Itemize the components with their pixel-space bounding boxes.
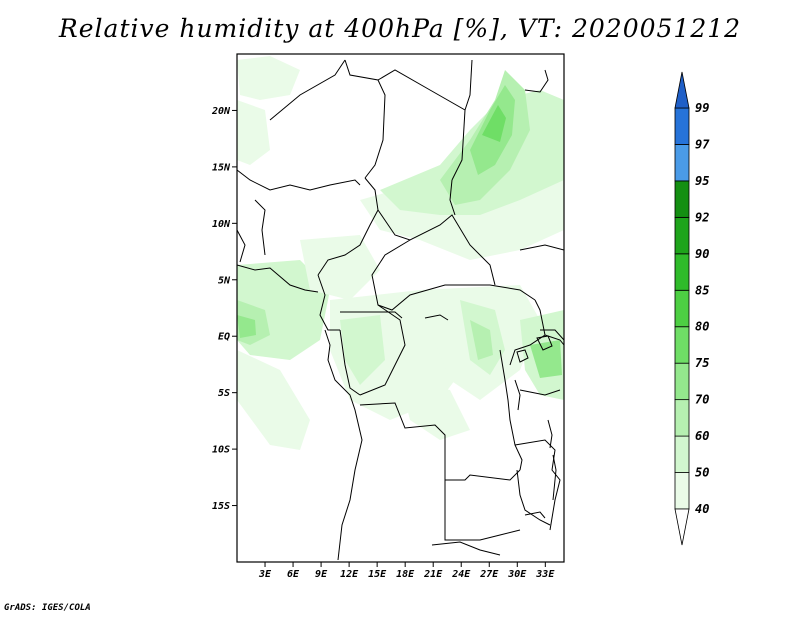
lat-tick-label: 10S	[212, 445, 230, 456]
lon-tick-label: 21E	[423, 569, 443, 580]
lon-tick-label: 33E	[535, 569, 555, 580]
lon-tick-label: 12E	[340, 569, 359, 580]
lon-tick-label: 3E	[258, 569, 272, 580]
lat-tick-label: 5N	[218, 275, 231, 286]
colorbar-segment	[674, 472, 690, 510]
humidity-field	[237, 56, 564, 450]
grads-credit: GrADS: IGES/COLA	[4, 603, 91, 613]
colorbar-label: 99	[695, 101, 709, 115]
colorbar-label: 70	[695, 393, 709, 407]
lon-tick-label: 24E	[451, 569, 471, 580]
lat-tick-label: 15S	[212, 501, 230, 512]
colorbar: 40 50 60 70 75 80 85 90 92 95 97 99	[674, 71, 710, 546]
colorbar-segment	[674, 144, 690, 182]
lat-tick-label: 20N	[211, 106, 231, 117]
latitude-axis: 20N 15N 10N 5N EQ 5S 10S 15S	[211, 106, 237, 512]
colorbar-segment	[674, 362, 690, 401]
lat-tick-label: 10N	[212, 219, 231, 230]
lon-tick-label: 6E	[287, 569, 300, 580]
colorbar-label: 85	[695, 283, 709, 297]
lon-tick-label: 27E	[479, 569, 499, 580]
lon-tick-label: 18E	[396, 569, 415, 580]
colorbar-bottom-arrow	[674, 508, 690, 546]
colorbar-label: 75	[695, 356, 709, 370]
lat-tick-label: EQ	[218, 332, 230, 343]
colorbar-label: 60	[695, 429, 709, 443]
longitude-axis: 3E 6E 9E 12E 15E 18E 21E 24E 27E 30E 33E	[258, 562, 555, 580]
lakes	[424, 314, 553, 519]
colorbar-label: 95	[695, 174, 709, 188]
colorbar-segment	[674, 180, 690, 218]
colorbar-segment	[674, 253, 690, 291]
colorbar-label: 50	[695, 466, 709, 480]
colorbar-label: 80	[695, 320, 709, 334]
lat-tick-label: 15N	[212, 162, 231, 173]
colorbar-segment	[674, 435, 690, 473]
colorbar-label: 92	[695, 210, 709, 224]
map-frame	[236, 53, 565, 563]
colorbar-label: 97	[695, 137, 710, 151]
lat-tick-label: 5S	[218, 388, 230, 399]
lon-tick-label: 30E	[507, 569, 527, 580]
colorbar-segment	[674, 399, 690, 437]
colorbar-segment	[674, 107, 690, 145]
map-title: Relative humidity at 400hPa [%], VT: 202…	[58, 14, 742, 43]
colorbar-label: 90	[695, 247, 709, 261]
colorbar-segment	[674, 216, 690, 255]
colorbar-label: 40	[695, 502, 709, 516]
lon-tick-label: 15E	[368, 569, 387, 580]
colorbar-top-arrow	[674, 71, 690, 109]
colorbar-segment	[674, 326, 690, 364]
lon-tick-label: 9E	[315, 569, 328, 580]
colorbar-segment	[674, 289, 690, 328]
